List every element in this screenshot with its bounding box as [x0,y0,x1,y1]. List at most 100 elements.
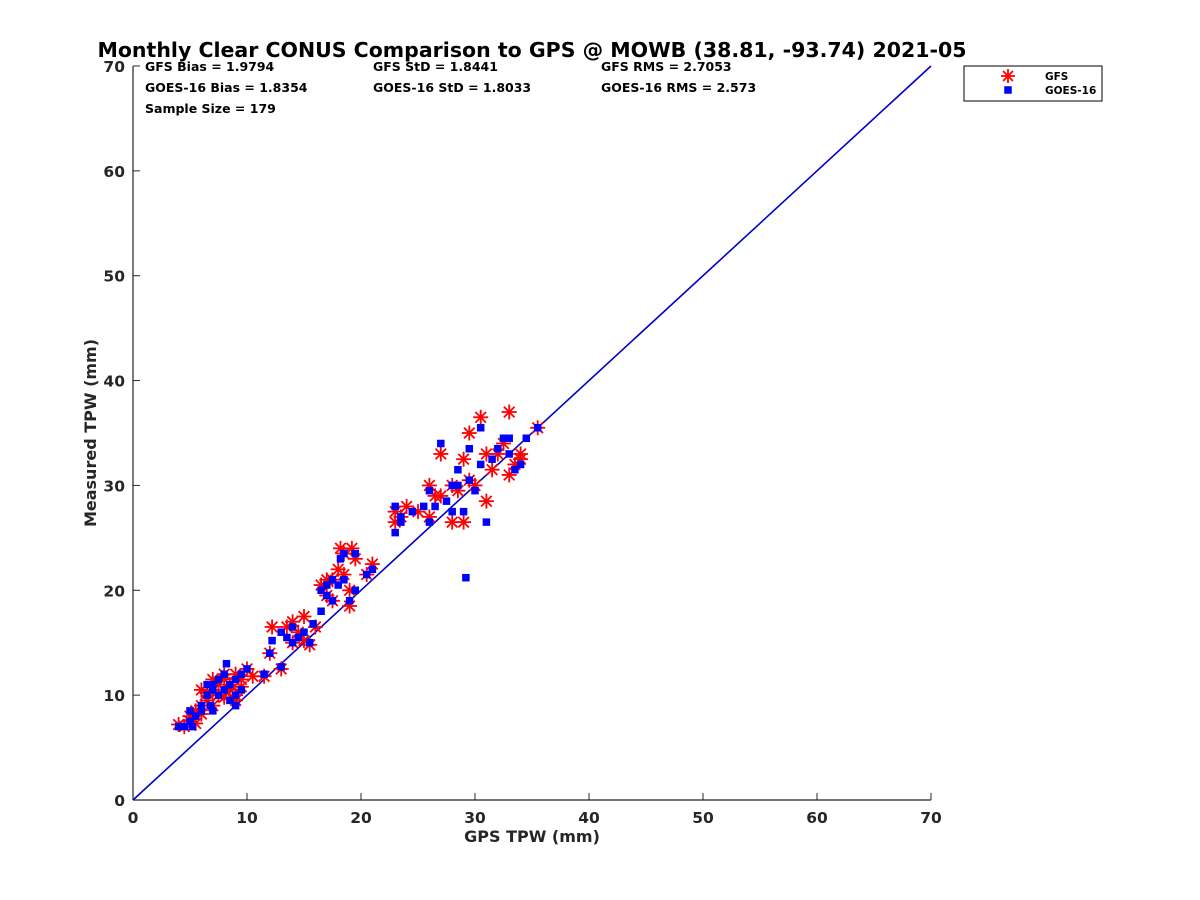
x-tick-label: 50 [692,809,714,827]
goes16-point [340,549,348,558]
goes16-point [505,434,513,442]
goes16-point [442,497,451,505]
gfs-point [461,425,477,441]
x-tick-label: 30 [464,809,486,827]
goes16-point [471,486,479,495]
goes16-point [391,502,399,511]
series-goes-16 [174,424,542,731]
goes16-point [237,670,246,678]
goes16-point [266,649,274,657]
legend-gfs-marker [1001,69,1015,83]
y-tick-label: 60 [103,163,125,181]
goes16-point [425,486,434,495]
goes16-point [206,701,215,710]
legend-goes16-square [1004,86,1012,94]
gfs-point [478,493,494,509]
y-axis-label: Measured TPW (mm) [81,339,100,527]
goes16-point [465,476,474,484]
goes16-point [482,518,491,526]
goes16-point [309,620,317,628]
goes16-point [214,691,223,699]
goes16-point [368,565,377,574]
goes16-point [231,675,240,684]
x-tick-label: 60 [806,809,828,827]
goes16-point [522,434,531,442]
goes16-point [231,691,240,699]
gfs-point [501,467,517,483]
goes16-point [277,663,285,671]
goes16-point [454,481,462,490]
goes16-point [462,573,470,582]
goes16-point [220,670,228,678]
goes16-point [397,518,405,526]
y-tick-label: 0 [114,792,125,810]
gfs-point [296,609,312,624]
goes16-point [214,675,223,684]
goes16-point [191,712,200,720]
goes16-point [454,465,462,474]
goes16-point [408,507,417,516]
goes16-point [186,707,194,715]
gfs-point [456,514,472,530]
x-tick-label: 0 [128,809,139,827]
series-layer [171,404,546,735]
goes16-point [465,444,474,453]
goes16-point [220,686,228,694]
goes16-point [391,528,399,537]
goes16-point [180,722,189,731]
stat-goes-rms: GOES-16 RMS = 2.573 [601,80,756,95]
goes16-point [437,439,445,448]
goes16-point [243,665,251,673]
goes16-point [340,576,348,584]
x-tick-label: 20 [350,809,372,827]
goes16-point [300,628,308,636]
legend-goes16-marker [1004,86,1012,94]
x-tick-label: 70 [920,809,942,827]
goes16-point [237,686,246,694]
gfs-point [433,446,449,462]
goes16-point [209,680,217,689]
goes16-point [209,686,217,694]
goes16-point [317,586,325,595]
goes16-point [419,502,428,511]
y-tick-label: 40 [103,373,125,391]
legend-gfs-asterisk [1001,69,1015,83]
goes16-point [448,481,456,490]
goes16-point [288,623,297,631]
goes16-point [516,460,525,469]
gfs-point [456,451,472,467]
goes16-point [488,455,496,463]
y-tick-label: 10 [103,687,125,705]
goes16-point [317,607,325,616]
goes16-point [431,502,439,511]
goes16-point [328,597,337,605]
stat-gfs-bias: GFS Bias = 1.9794 [145,59,275,74]
goes16-point [476,460,485,469]
y-tick-label: 50 [103,268,125,286]
goes16-point [511,465,519,474]
axes: 0 10 20 30 40 50 60 70 0 10 20 30 40 50 60 70 [103,58,942,827]
x-tick-label: 10 [236,809,258,827]
chart-title: Monthly Clear CONUS Comparison to GPS @ … [97,38,966,62]
goes16-point [323,581,331,589]
goes16-point [188,722,197,731]
goes16-point [336,555,345,563]
goes16-point [231,701,240,710]
stat-goes-bias: GOES-16 Bias = 1.8354 [145,80,308,95]
goes16-point [505,450,513,458]
stat-gfs-std: GFS StD = 1.8441 [373,59,498,74]
goes16-point [448,507,456,516]
goes16-point [197,707,206,715]
y-tick-label: 20 [103,582,125,600]
y-tick-label: 70 [103,58,125,76]
stat-gfs-rms: GFS RMS = 2.7053 [601,59,732,74]
goes16-point [174,722,183,731]
goes16-point [268,636,276,645]
gfs-point [399,498,415,514]
goes16-point [203,680,211,689]
stat-sample-size: Sample Size = 179 [145,101,276,116]
gfs-point [473,409,489,425]
goes16-point [305,638,314,647]
goes16-point [226,680,234,689]
